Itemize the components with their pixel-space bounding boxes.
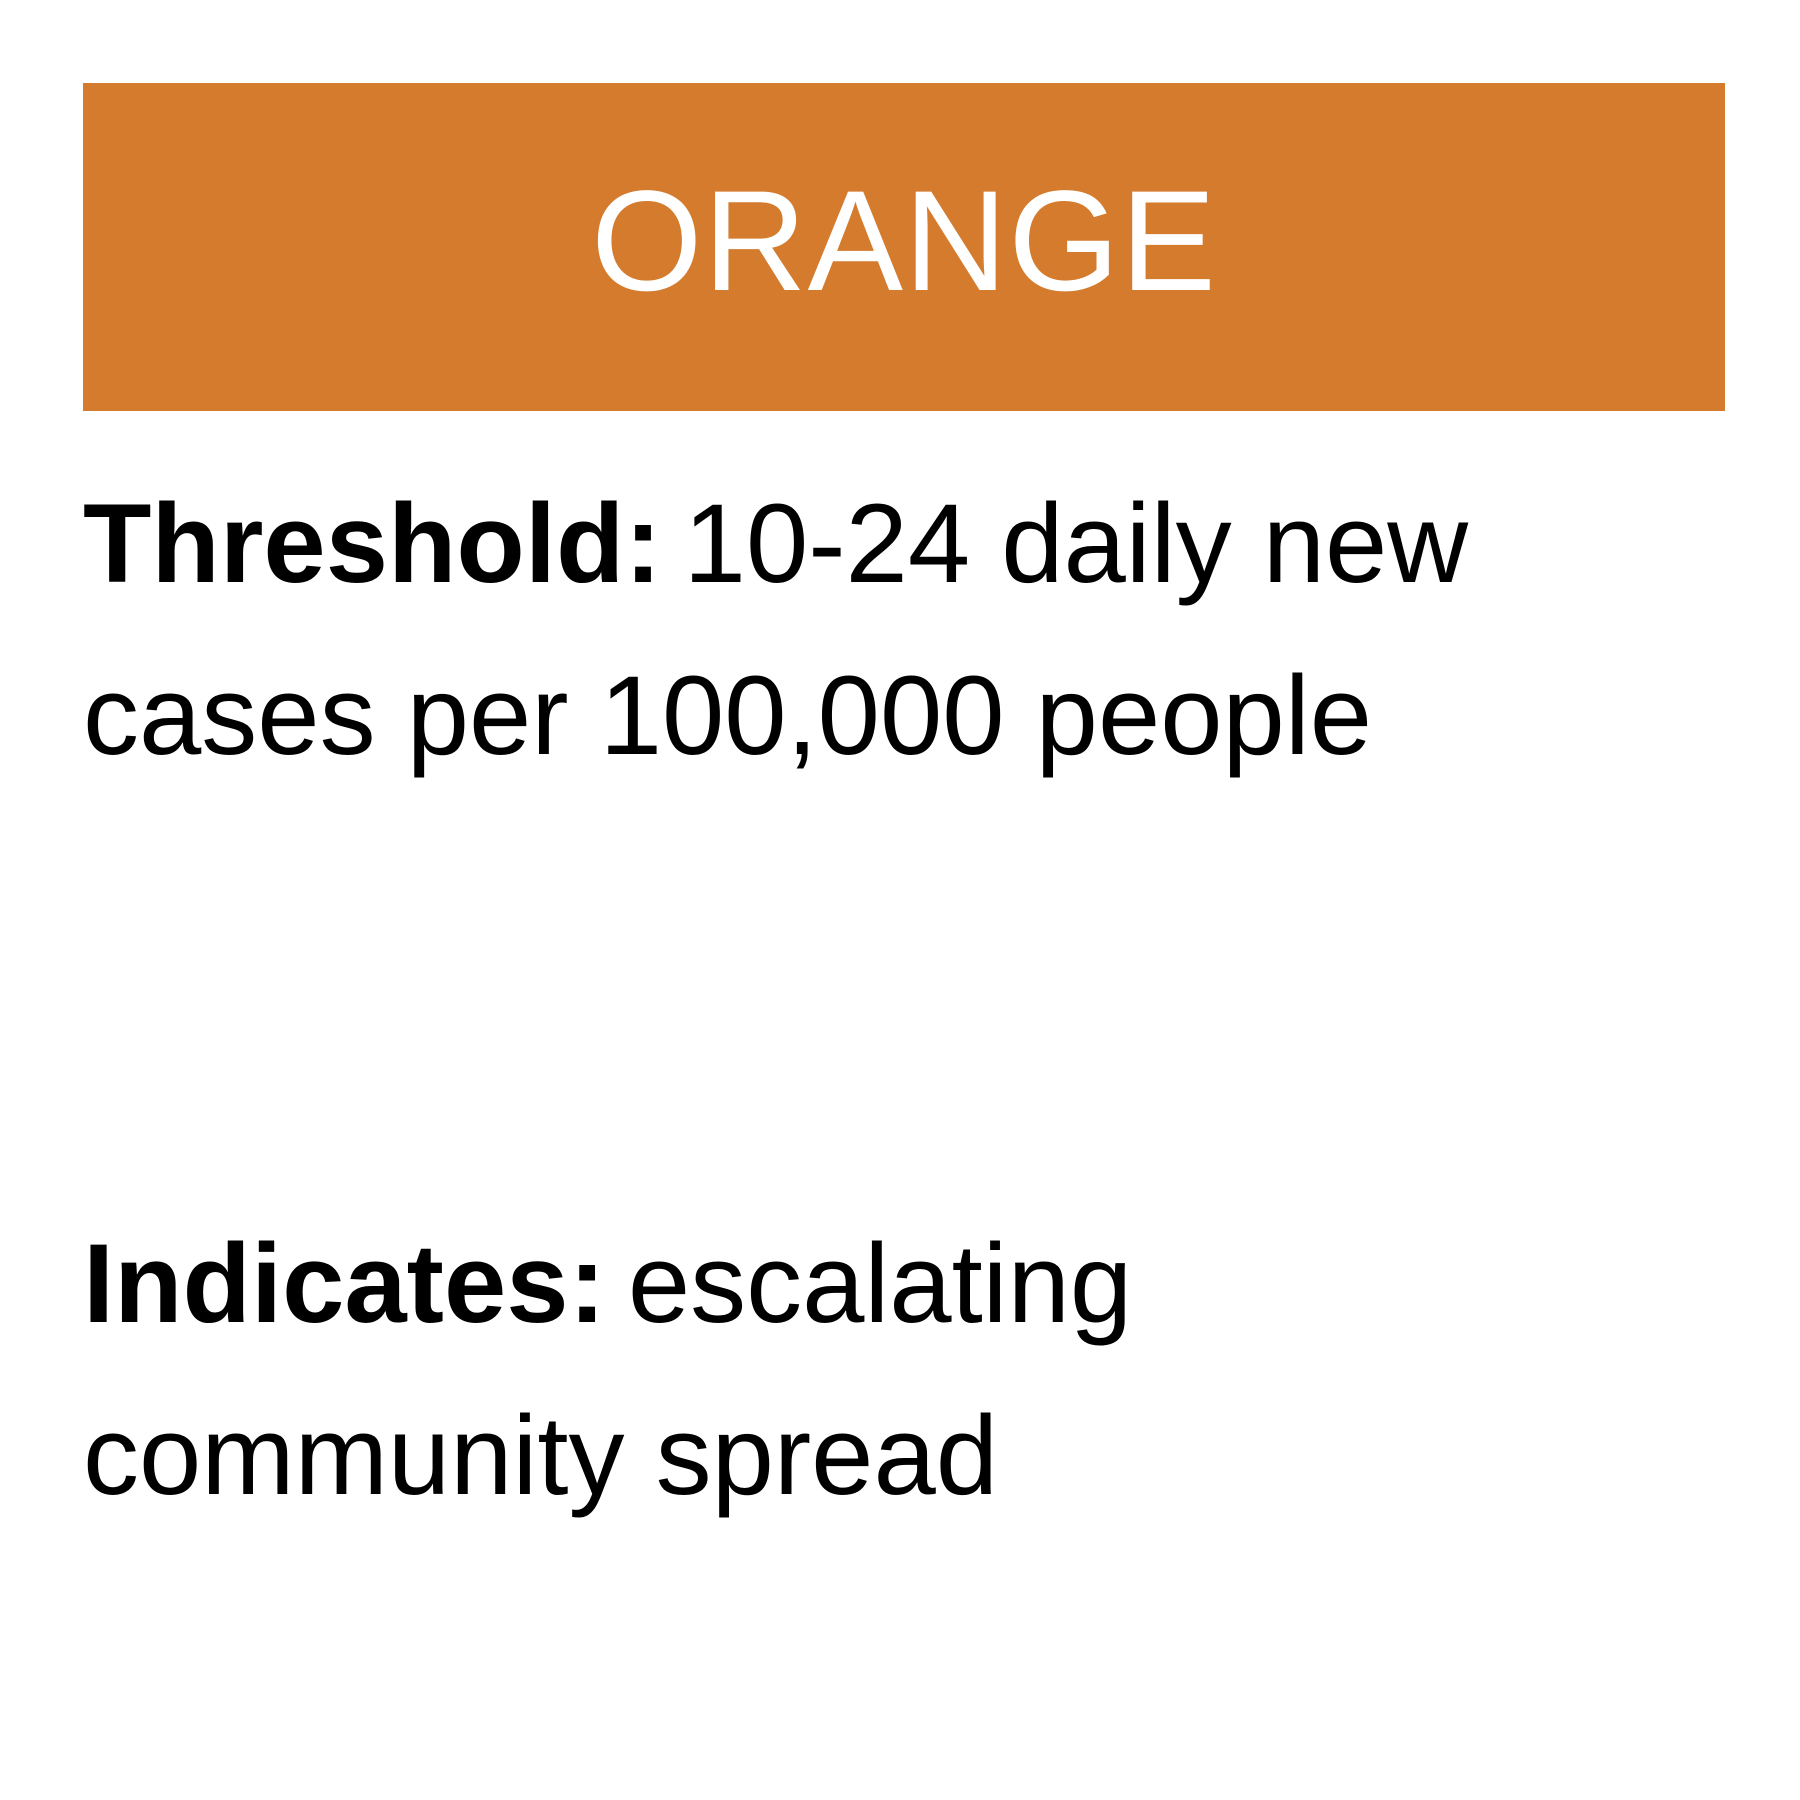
threshold-text: 10-24 daily new cases per 100,000 people: [83, 481, 1469, 778]
indicates-title: Indicates:: [83, 1221, 606, 1346]
risk-level-label: ORANGE: [591, 161, 1217, 321]
indicates-section: Indicates: escalating community spread: [83, 1198, 1523, 1542]
threshold-section: Threshold: 10-24 daily new cases per 100,…: [83, 458, 1523, 802]
threshold-title: Threshold:: [83, 481, 662, 606]
indicates-text: escalating community spread: [83, 1221, 1133, 1518]
risk-level-banner: ORANGE: [83, 83, 1725, 411]
